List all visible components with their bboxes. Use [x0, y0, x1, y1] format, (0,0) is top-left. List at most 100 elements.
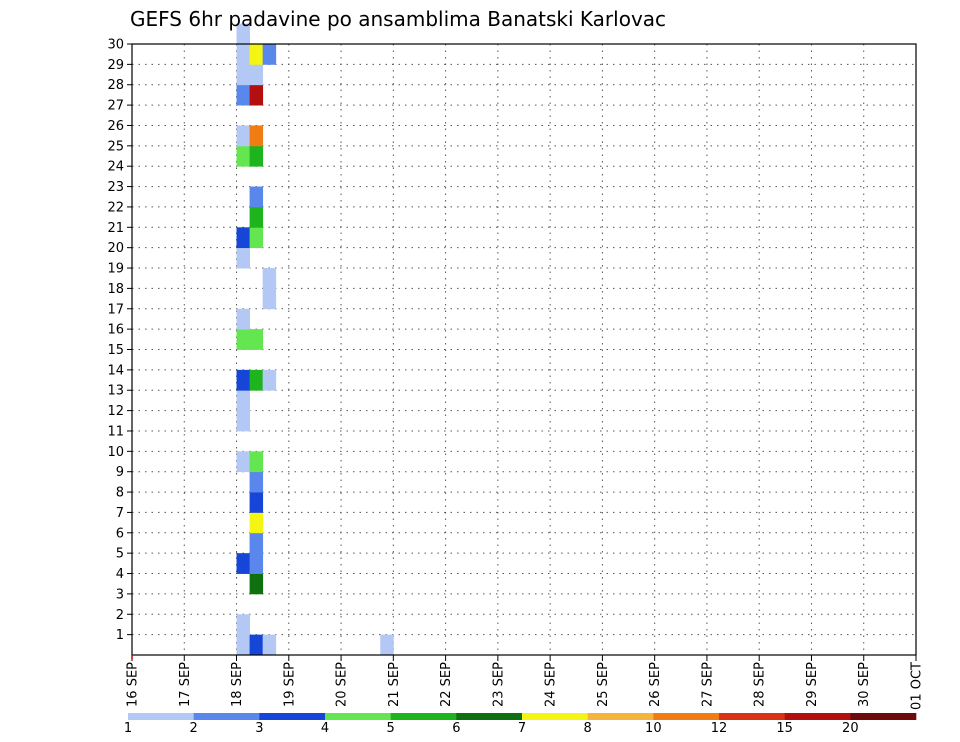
- precip-cell: [262, 44, 277, 65]
- legend-swatch: [719, 713, 785, 720]
- x-tick-label: 29 SEP: [805, 662, 820, 707]
- precip-cell: [236, 410, 250, 432]
- y-tick-label: 22: [107, 200, 124, 215]
- legend-swatch: [193, 713, 260, 720]
- y-tick-label: 5: [116, 547, 124, 562]
- y-tick-label: 15: [107, 343, 124, 358]
- y-tick-label: 18: [107, 282, 124, 297]
- precip-cell: [262, 369, 277, 391]
- precip-cell: [249, 125, 264, 147]
- y-tick-label: 21: [107, 221, 124, 236]
- legend-label: 8: [584, 721, 592, 736]
- legend-label: 10: [645, 721, 662, 736]
- y-axis: 1234567891011121314151617181920212223242…: [107, 38, 132, 643]
- precip-cell: [236, 329, 250, 350]
- x-tick-label: 21 SEP: [387, 662, 402, 707]
- precip-cell: [249, 186, 264, 208]
- precip-cell: [249, 206, 264, 228]
- precip-cell: [236, 634, 250, 656]
- legend-swatch: [653, 713, 720, 720]
- x-tick-label: 01 OCT: [910, 662, 925, 710]
- y-tick-label: 19: [107, 262, 124, 277]
- precip-cell: [236, 308, 250, 330]
- legend: 1 2 3 4 5 6 7 8 10 12 15 20: [124, 713, 917, 736]
- x-tick-label: 18 SEP: [230, 662, 245, 707]
- x-tick-label: 19 SEP: [282, 662, 297, 707]
- legend-label: 1: [124, 721, 132, 736]
- precip-cell: [249, 64, 264, 86]
- legend-label: 12: [711, 721, 728, 736]
- y-tick-label: 3: [116, 587, 124, 602]
- legend-label: 5: [387, 721, 395, 736]
- legend-swatch: [128, 713, 194, 720]
- x-tick-label: 16 SEP: [126, 662, 141, 707]
- y-tick-label: 30: [107, 38, 124, 53]
- legend-swatch: [259, 713, 326, 720]
- x-tick-label: 27 SEP: [700, 662, 715, 707]
- x-tick-label: 25 SEP: [596, 662, 611, 707]
- y-tick-label: 20: [107, 241, 124, 256]
- y-tick-label: 17: [107, 302, 124, 317]
- y-tick-label: 27: [107, 99, 124, 114]
- x-tick-label: 28 SEP: [753, 662, 768, 707]
- x-axis: 16 SEP 17 SEP 18 SEP 19 SEP 20 SEP 21 SEP 22 S…: [126, 655, 925, 710]
- legend-swatch: [390, 713, 457, 720]
- y-tick-label: 1: [116, 628, 124, 643]
- legend-label: 20: [842, 721, 859, 736]
- legend-label: 4: [321, 721, 329, 736]
- precip-cell: [236, 84, 250, 106]
- x-tick-label: 26 SEP: [648, 662, 663, 707]
- legend-label: 3: [255, 721, 263, 736]
- precip-cell: [249, 227, 264, 249]
- y-tick-label: 23: [107, 180, 124, 195]
- precip-cell: [262, 288, 277, 310]
- y-tick-label: 26: [107, 119, 124, 134]
- legend-label: 7: [518, 721, 526, 736]
- x-tick-label: 20 SEP: [335, 662, 350, 707]
- precip-cell: [249, 634, 264, 656]
- precip-cell: [236, 390, 250, 411]
- y-tick-label: 10: [107, 445, 124, 460]
- legend-swatch: [850, 713, 917, 720]
- x-tick-label: 22 SEP: [439, 662, 454, 707]
- y-tick-label: 4: [116, 567, 124, 582]
- precip-cell: [249, 492, 264, 513]
- precip-cell: [236, 23, 250, 45]
- precip-cells: [236, 23, 394, 656]
- y-tick-label: 14: [107, 363, 124, 378]
- precip-cell: [262, 634, 277, 656]
- precip-cell: [249, 553, 264, 574]
- precip-cell: [236, 145, 250, 167]
- precip-cell: [236, 553, 250, 574]
- precip-cell: [236, 44, 250, 65]
- precip-cell: [249, 573, 264, 595]
- y-tick-label: 16: [107, 323, 124, 338]
- chart-title: GEFS 6hr padavine po ansamblima Banatski…: [130, 7, 666, 31]
- y-tick-label: 24: [107, 160, 124, 175]
- precip-cell: [249, 369, 264, 391]
- y-tick-label: 8: [116, 486, 124, 501]
- precip-cell: [236, 125, 250, 147]
- y-tick-label: 25: [107, 139, 124, 154]
- legend-label: 2: [190, 721, 198, 736]
- x-tick-label: 17 SEP: [178, 662, 193, 707]
- legend-swatch: [522, 713, 588, 720]
- precip-cell: [249, 512, 264, 534]
- y-tick-label: 13: [107, 384, 124, 399]
- precip-cell: [236, 247, 250, 269]
- y-tick-label: 29: [107, 58, 124, 73]
- legend-swatch: [325, 713, 391, 720]
- y-tick-label: 2: [116, 608, 124, 623]
- precip-cell: [236, 614, 250, 636]
- precip-cell: [236, 369, 250, 391]
- precip-cell: [249, 84, 264, 106]
- precip-cell: [236, 64, 250, 86]
- x-tick-label: 30 SEP: [857, 662, 872, 707]
- y-tick-label: 9: [116, 465, 124, 480]
- legend-swatch: [456, 713, 523, 720]
- precip-cell: [249, 145, 264, 167]
- y-tick-label: 12: [107, 404, 124, 419]
- precip-cell: [249, 532, 264, 554]
- precip-cell: [236, 227, 250, 249]
